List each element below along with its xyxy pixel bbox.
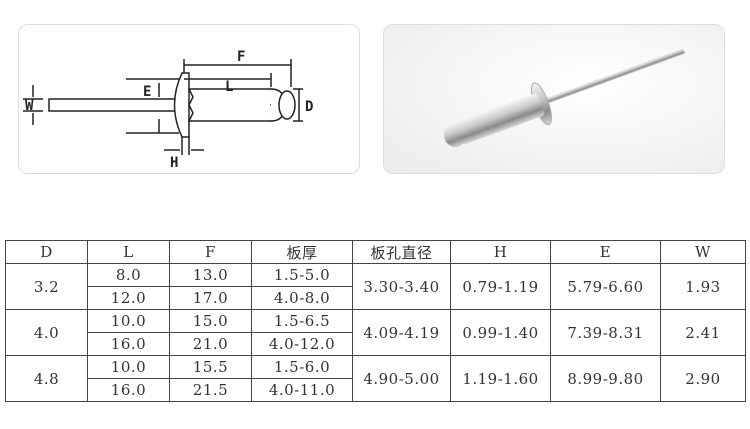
cell: 3.30-3.40 — [352, 263, 451, 310]
header-cell: D — [5, 240, 88, 264]
cell: 1.5-5.0 — [251, 263, 353, 287]
d-cell: 3.2 — [5, 263, 88, 310]
d-cell: 4.0 — [5, 309, 88, 356]
cell: 1.5-6.5 — [251, 309, 353, 333]
cell: 16.0 — [87, 378, 170, 402]
cell: 17.0 — [169, 286, 252, 310]
cell: 21.0 — [169, 332, 252, 356]
cell: 1.19-1.60 — [450, 355, 551, 402]
header-cell: 板厚 — [251, 240, 353, 264]
label-l: L — [225, 79, 233, 95]
cell: 4.90-5.00 — [352, 355, 451, 402]
cell: 15.5 — [169, 355, 252, 379]
label-h: H — [170, 155, 178, 171]
d-cell: 4.8 — [5, 355, 88, 402]
spec-table: D L F 板厚 板孔直径 H E W 3.2 8.0 13.0 1.5-5.0 3.30-3.40 0.… — [5, 240, 746, 402]
cell: 2.90 — [660, 355, 746, 402]
cell: 2.41 — [660, 309, 746, 356]
header-cell: F — [169, 240, 252, 264]
cell: 10.0 — [87, 355, 170, 379]
cell: 4.0-11.0 — [251, 378, 353, 402]
diagram-panel: F L E W D H — [18, 24, 360, 174]
header-cell: H — [450, 240, 551, 264]
cell: 12.0 — [87, 286, 170, 310]
data-row: 16.0 21.5 4.0-11.0 — [6, 378, 746, 402]
data-row: 16.0 21.0 4.0-12.0 — [6, 332, 746, 356]
data-row: 4.8 10.0 15.5 1.5-6.0 4.90-5.00 1.19-1.60 8.99… — [5, 355, 746, 402]
data-row: 12.0 17.0 4.0-8.0 — [6, 286, 746, 310]
cell: 0.99-1.40 — [450, 309, 551, 356]
cell: 4.0-12.0 — [251, 332, 353, 356]
data-row: 4.0 10.0 15.0 1.5-6.5 4.09-4.19 0.99-1.40 7.39… — [5, 309, 746, 356]
header-cell: L — [87, 240, 170, 264]
cell: 0.79-1.19 — [450, 263, 551, 310]
label-f: F — [237, 49, 245, 65]
label-w: W — [25, 98, 34, 114]
cell: 4.0-8.0 — [251, 286, 353, 310]
data-row: 3.2 8.0 13.0 1.5-5.0 3.30-3.40 0.79-1.19 5.79-… — [5, 263, 746, 310]
rivet-photo — [384, 25, 724, 173]
cell: 4.09-4.19 — [352, 309, 451, 356]
header-cell: E — [550, 240, 661, 264]
cell: 8.0 — [87, 263, 170, 287]
cell: 5.79-6.60 — [550, 263, 661, 310]
photo-panel — [383, 24, 725, 174]
cell: 8.99-9.80 — [550, 355, 661, 402]
label-d: D — [305, 99, 313, 115]
cell: 1.93 — [660, 263, 746, 310]
cell: 10.0 — [87, 309, 170, 333]
header-cell: 板孔直径 — [352, 240, 451, 264]
header-row: D L F 板厚 板孔直径 H E W — [5, 240, 746, 264]
label-e: E — [143, 84, 151, 100]
cell: 16.0 — [87, 332, 170, 356]
cell: 1.5-6.0 — [251, 355, 353, 379]
cell: 21.5 — [169, 378, 252, 402]
rivet-diagram: F L E W D H — [23, 49, 313, 171]
cell: 13.0 — [169, 263, 252, 287]
cell: 15.0 — [169, 309, 252, 333]
header-cell: W — [660, 240, 746, 264]
cell: 7.39-8.31 — [550, 309, 661, 356]
